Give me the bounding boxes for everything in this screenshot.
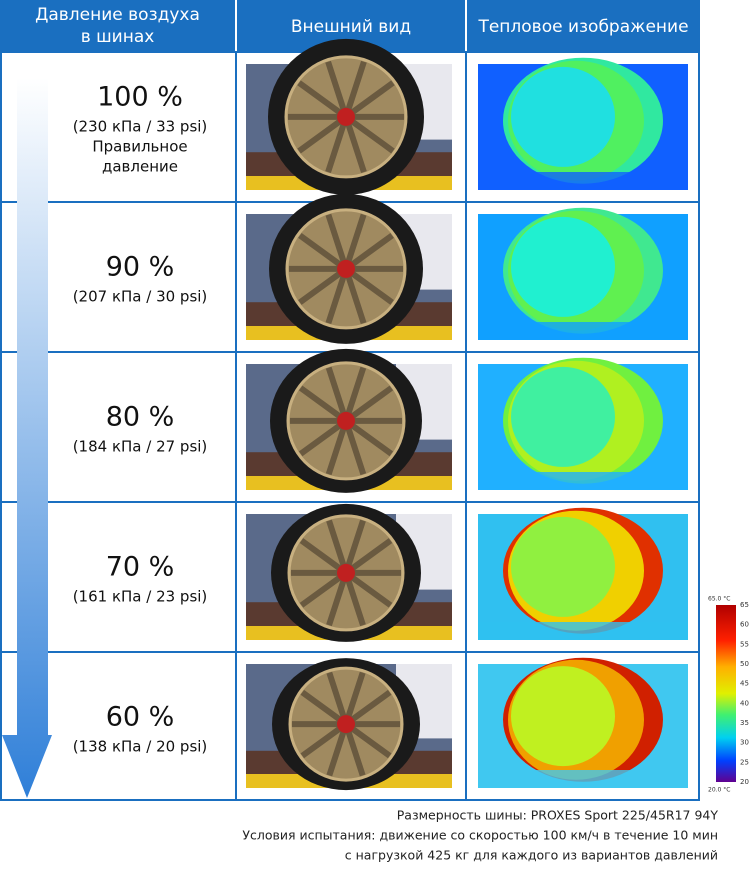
spoke (326, 723, 349, 777)
thermal-image (478, 357, 688, 490)
pressure-note: Правильное (92, 138, 187, 156)
scale-min-label: 20.0 °C (708, 787, 730, 794)
spoke (344, 385, 394, 424)
tire-photo (246, 38, 452, 195)
footnote-line: Размерность шины: PROXES Sport 225/45R17… (397, 808, 719, 823)
thermal-floor (478, 322, 688, 340)
pressure-percent: 100 % (97, 82, 183, 113)
scale-tick-label: 35 (740, 719, 749, 727)
hub (337, 411, 355, 430)
thermal-tire-inner (511, 366, 615, 467)
tire-photo (246, 348, 452, 493)
pressure-percent: 70 % (106, 552, 175, 583)
footnote-line: Условия испытания: движение со скоростью… (242, 828, 718, 843)
scale-tick-label: 55 (740, 640, 749, 648)
pressure-percent: 90 % (106, 252, 175, 283)
spoke (343, 671, 366, 726)
thermal-floor (478, 770, 688, 788)
spoke (344, 266, 394, 305)
header-text: Внешний вид (291, 17, 411, 37)
spoke (343, 115, 367, 174)
thermal-floor (478, 472, 688, 490)
scale-tick-label: 50 (740, 660, 749, 668)
spoke (344, 418, 394, 457)
thermal-tire-inner (511, 666, 615, 767)
spoke (344, 570, 393, 608)
spoke (343, 723, 366, 777)
spoke (344, 538, 393, 576)
spoke (343, 571, 366, 627)
hub (337, 715, 355, 734)
spoke (298, 385, 348, 424)
hub (337, 107, 355, 126)
spoke (325, 115, 349, 174)
tire-photo (246, 658, 452, 791)
tire-photo (246, 503, 452, 642)
header-text: Тепловое изображение (477, 17, 688, 37)
spoke (344, 232, 394, 272)
spoke (343, 60, 367, 118)
thermal-floor (478, 622, 688, 640)
thermal-image (478, 57, 688, 190)
spoke (344, 80, 395, 120)
pressure-detail: (138 кПа / 20 psi) (73, 738, 208, 756)
hub (337, 563, 355, 582)
spoke (298, 232, 348, 272)
scale-tick-label: 45 (740, 680, 749, 688)
pressure-detail: (184 кПа / 27 psi) (73, 438, 208, 456)
thermal-image (478, 657, 688, 788)
spoke (325, 267, 349, 325)
spoke (343, 213, 367, 270)
spoke (297, 80, 348, 120)
spoke (325, 366, 349, 422)
spoke (297, 114, 348, 154)
thermal-tire-inner (511, 216, 615, 317)
tire-photo (246, 193, 452, 344)
pressure-arrow (2, 78, 52, 798)
spoke (326, 571, 349, 627)
footnote-line: с нагрузкой 425 кг для каждого из вариан… (345, 848, 718, 863)
pressure-detail: (230 кПа / 33 psi) (73, 118, 208, 136)
spoke (326, 671, 349, 726)
spoke (344, 689, 392, 727)
pressure-percent: 80 % (106, 402, 175, 433)
header-text: в шинах (81, 27, 155, 47)
scale-tick-label: 40 (740, 699, 749, 707)
header-text: Давление воздуха (35, 5, 200, 25)
spoke (325, 419, 349, 476)
thermal-floor (478, 172, 688, 190)
spoke (325, 60, 349, 118)
spoke (326, 519, 349, 574)
pressure-detail: (207 кПа / 30 psi) (73, 288, 208, 306)
spoke (325, 213, 349, 270)
scale-tick-label: 25 (740, 758, 749, 766)
spoke (299, 538, 348, 576)
spoke (300, 689, 348, 727)
scale-tick-label: 65 (740, 601, 749, 609)
spoke (344, 114, 395, 154)
scale-max-label: 65.0 °C (708, 596, 730, 603)
scale-tick-label: 20 (740, 778, 749, 786)
thermal-tire-inner (511, 516, 615, 617)
spoke (343, 419, 367, 476)
spoke (298, 418, 348, 457)
spoke (343, 519, 366, 574)
scale-tick-label: 60 (740, 621, 749, 629)
thermal-image (478, 207, 688, 340)
pressure-note: давление (102, 158, 178, 176)
spoke (298, 266, 348, 305)
hub (337, 259, 355, 278)
pressure-detail: (161 кПа / 23 psi) (73, 588, 208, 606)
scale-tick-label: 30 (740, 739, 749, 747)
scale-bar (716, 605, 736, 782)
thermal-image (478, 507, 688, 640)
thermal-tire-inner (511, 66, 615, 167)
pressure-percent: 60 % (106, 702, 175, 733)
spoke (343, 366, 367, 422)
spoke (299, 570, 348, 608)
spoke (343, 267, 367, 325)
